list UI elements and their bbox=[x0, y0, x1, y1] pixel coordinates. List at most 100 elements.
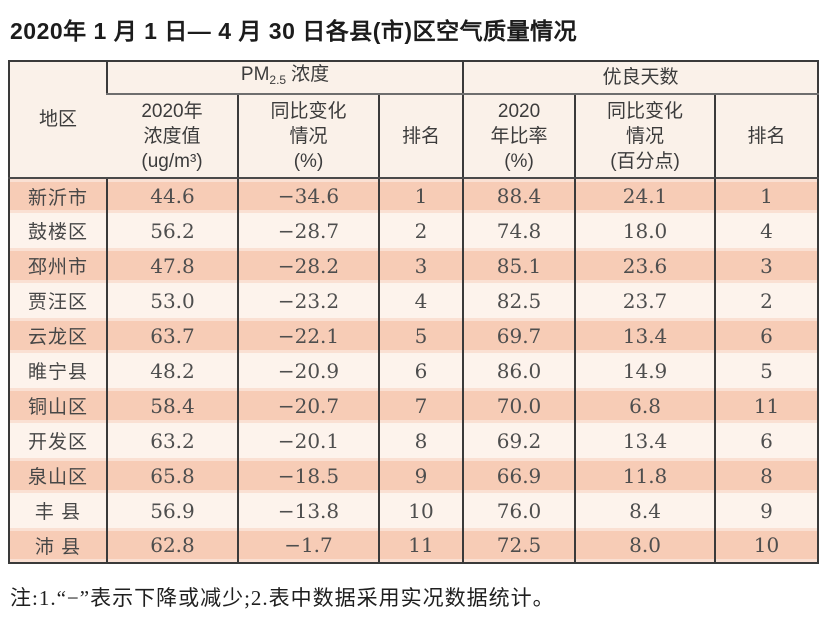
group-header-row: 地区 PM2.5 浓度 优良天数 bbox=[9, 61, 819, 179]
sub-header-row: 2020年 浓度值 (ug/m³) 同比变化 情况 (%) 排名 2020 年比… bbox=[9, 94, 819, 179]
ratio-rank-cell: 6 bbox=[714, 423, 819, 458]
ratio-rank-cell: 2 bbox=[714, 283, 819, 318]
ratio-rank-header: 排名 bbox=[714, 94, 819, 179]
pm25-label-subscript: 2.5 bbox=[269, 73, 287, 87]
pm-value-cell: 65.8 bbox=[106, 458, 238, 493]
footnote: 注:1.“−”表示下降或减少;2.表中数据采用实况数据统计。 bbox=[10, 586, 555, 610]
pm-change-cell: −28.7 bbox=[237, 213, 379, 248]
region-cell: 铜山区 bbox=[9, 388, 107, 423]
ratio-cell: 69.7 bbox=[462, 318, 576, 353]
pm-value-cell: 53.0 bbox=[106, 283, 238, 318]
pm-value-cell: 63.2 bbox=[106, 423, 238, 458]
table-row: 开发区 63.2 −20.1 8 69.2 13.4 6 bbox=[9, 423, 819, 458]
ratio-cell: 85.1 bbox=[462, 248, 576, 283]
pm-value-cell: 47.8 bbox=[106, 248, 238, 283]
region-cell: 沛 县 bbox=[9, 528, 107, 563]
ratio-rank-cell: 8 bbox=[714, 458, 819, 493]
ratio-cell: 82.5 bbox=[462, 283, 576, 318]
ratio-header-line1: 2020 bbox=[497, 100, 541, 122]
table-row: 铜山区 58.4 −20.7 7 70.0 6.8 11 bbox=[9, 388, 819, 423]
table-header: 地区 PM2.5 浓度 优良天数 2020年 浓度值 (ug/m³) 同比变化 情… bbox=[9, 61, 819, 179]
pm-value-cell: 58.4 bbox=[106, 388, 238, 423]
pm-value-cell: 56.9 bbox=[106, 493, 238, 528]
ratio-change-header-line3: (百分点) bbox=[610, 150, 680, 172]
pm-change-header-line3: (%) bbox=[293, 150, 324, 172]
ratio-cell: 74.8 bbox=[462, 213, 576, 248]
region-cell: 丰 县 bbox=[9, 493, 107, 528]
pm-change-cell: −23.2 bbox=[237, 283, 379, 318]
ratio-change-header: 同比变化 情况 (百分点) bbox=[574, 94, 716, 179]
ratio-change-cell: 8.0 bbox=[574, 528, 716, 563]
ratio-header-line2: 年比率 bbox=[490, 125, 548, 147]
pm-change-header-line2: 情况 bbox=[289, 125, 328, 147]
pm-rank-cell: 9 bbox=[377, 458, 464, 493]
ratio-cell: 66.9 bbox=[462, 458, 576, 493]
ratio-cell: 72.5 bbox=[462, 528, 576, 563]
table-row: 睢宁县 48.2 −20.9 6 86.0 14.9 5 bbox=[9, 353, 819, 388]
table-row: 鼓楼区 56.2 −28.7 2 74.8 18.0 4 bbox=[9, 213, 819, 248]
pm-value-header-line1: 2020年 bbox=[141, 100, 203, 122]
pm-change-cell: −34.6 bbox=[237, 178, 379, 213]
pm25-label-rest: 浓度 bbox=[291, 64, 330, 85]
ratio-change-header-line1: 同比变化 bbox=[607, 100, 684, 122]
ratio-change-cell: 6.8 bbox=[574, 388, 716, 423]
page-title: 2020年 1 月 1 日— 4 月 30 日各县(市)区空气质量情况 bbox=[10, 18, 578, 44]
table-body: 新沂市 44.6 −34.6 1 88.4 24.1 1 鼓楼区 56.2 −2… bbox=[9, 178, 819, 563]
pm-value-header-line2: 浓度值 bbox=[143, 125, 201, 147]
pm-rank-cell: 2 bbox=[377, 213, 464, 248]
pm-value-header: 2020年 浓度值 (ug/m³) bbox=[107, 94, 238, 179]
ratio-rank-cell: 5 bbox=[714, 353, 819, 388]
pm25-group-header: PM2.5 浓度 bbox=[105, 61, 464, 95]
ratio-change-cell: 13.4 bbox=[574, 318, 716, 353]
table-row: 云龙区 63.7 −22.1 5 69.7 13.4 6 bbox=[9, 318, 819, 353]
pm-value-cell: 56.2 bbox=[106, 213, 238, 248]
pm-change-cell: −13.8 bbox=[237, 493, 379, 528]
pm-rank-cell: 4 bbox=[377, 283, 464, 318]
ratio-change-cell: 8.4 bbox=[574, 493, 716, 528]
ratio-cell: 69.2 bbox=[462, 423, 576, 458]
pm-rank-cell: 5 bbox=[377, 318, 464, 353]
region-cell: 贾汪区 bbox=[9, 283, 107, 318]
region-cell: 鼓楼区 bbox=[9, 213, 107, 248]
pm25-label-main: PM bbox=[240, 64, 270, 85]
pm-change-cell: −20.1 bbox=[237, 423, 379, 458]
pm-change-header: 同比变化 情况 (%) bbox=[237, 94, 379, 179]
ratio-header-line3: (%) bbox=[504, 150, 534, 172]
ratio-cell: 76.0 bbox=[462, 493, 576, 528]
ratio-change-cell: 11.8 bbox=[574, 458, 716, 493]
ratio-rank-cell: 10 bbox=[714, 528, 819, 563]
pm-change-header-line1: 同比变化 bbox=[270, 100, 347, 122]
pm-change-cell: −20.7 bbox=[237, 388, 379, 423]
region-cell: 开发区 bbox=[9, 423, 107, 458]
pm-rank-cell: 1 bbox=[377, 178, 464, 213]
ratio-change-cell: 23.6 bbox=[574, 248, 716, 283]
table-row: 丰 县 56.9 −13.8 10 76.0 8.4 9 bbox=[9, 493, 819, 528]
pm-rank-cell: 10 bbox=[377, 493, 464, 528]
ratio-cell: 70.0 bbox=[462, 388, 576, 423]
ratio-header: 2020 年比率 (%) bbox=[462, 94, 576, 179]
pm-rank-cell: 11 bbox=[377, 528, 464, 563]
pm-value-header-line3: (ug/m³) bbox=[141, 150, 203, 172]
good-days-group-header: 优良天数 bbox=[462, 61, 819, 95]
air-quality-table: 地区 PM2.5 浓度 优良天数 2020年 浓度值 (ug/m³) 同比变化 情… bbox=[8, 60, 820, 564]
region-cell: 新沂市 bbox=[9, 178, 107, 213]
pm-value-cell: 44.6 bbox=[106, 178, 238, 213]
ratio-cell: 88.4 bbox=[462, 178, 576, 213]
ratio-change-cell: 18.0 bbox=[574, 213, 716, 248]
pm-change-cell: −28.2 bbox=[237, 248, 379, 283]
pm-change-cell: −1.7 bbox=[237, 528, 379, 563]
ratio-cell: 86.0 bbox=[462, 353, 576, 388]
pm-rank-cell: 6 bbox=[377, 353, 464, 388]
pm-change-cell: −20.9 bbox=[237, 353, 379, 388]
ratio-rank-cell: 11 bbox=[714, 388, 819, 423]
ratio-rank-cell: 3 bbox=[714, 248, 819, 283]
pm-rank-header: 排名 bbox=[377, 94, 464, 179]
ratio-change-header-line2: 情况 bbox=[626, 125, 665, 147]
region-cell: 睢宁县 bbox=[9, 353, 107, 388]
ratio-change-cell: 14.9 bbox=[574, 353, 716, 388]
pm-value-cell: 48.2 bbox=[106, 353, 238, 388]
ratio-change-cell: 13.4 bbox=[574, 423, 716, 458]
ratio-change-cell: 23.7 bbox=[574, 283, 716, 318]
table-row: 沛 县 62.8 −1.7 11 72.5 8.0 10 bbox=[9, 528, 819, 563]
